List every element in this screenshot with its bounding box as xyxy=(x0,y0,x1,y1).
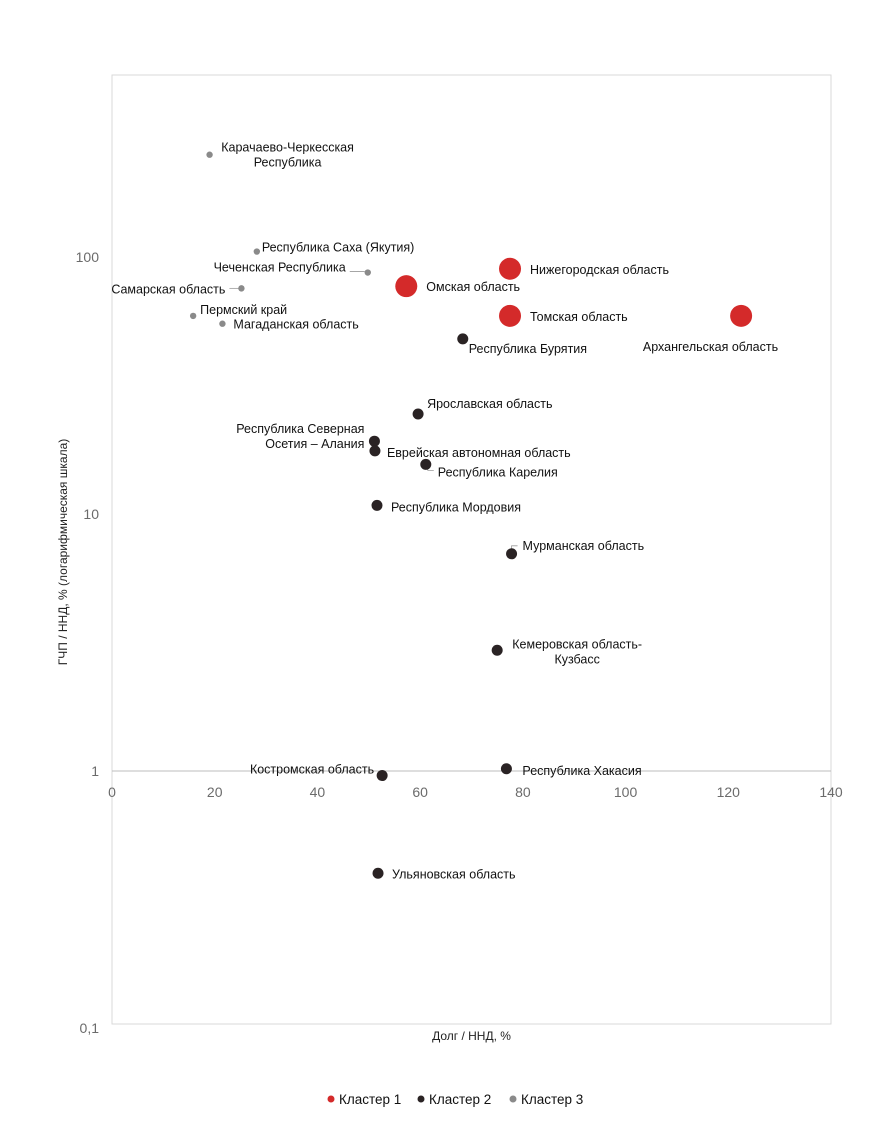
point-label: Пермский край xyxy=(200,303,287,317)
data-point xyxy=(499,257,522,280)
data-point xyxy=(506,548,518,560)
y-tick-labels: 0,1 1 10 100 xyxy=(76,249,100,1036)
data-point xyxy=(457,333,469,345)
legend-item: Кластер 2 xyxy=(417,1092,491,1107)
data-points xyxy=(189,151,753,879)
legend-item: Кластер 3 xyxy=(509,1092,583,1107)
x-tick-label: 40 xyxy=(310,784,326,800)
point-label: Мурманская область xyxy=(523,539,645,553)
x-tick-label: 0 xyxy=(108,784,116,800)
plot-frame xyxy=(111,74,832,1025)
x-tick-labels: 0 20 40 60 80 100 120 140 xyxy=(108,784,843,800)
legend-marker xyxy=(509,1095,517,1103)
x-tick-label: 20 xyxy=(207,784,223,800)
data-point xyxy=(372,867,384,879)
point-label: Чеченская Республика xyxy=(214,261,346,275)
point-label: Самарская область xyxy=(111,282,225,296)
legend-label: Кластер 1 xyxy=(339,1092,401,1107)
data-point xyxy=(219,320,226,327)
point-label: Томская область xyxy=(530,310,628,324)
point-label: Карачаево-Черкесская Республика xyxy=(221,141,354,170)
legend: Кластер 1 Кластер 2 Кластер 3 xyxy=(327,1092,583,1107)
point-label: Магаданская область xyxy=(233,318,358,332)
data-point xyxy=(238,285,245,292)
data-point xyxy=(376,770,388,782)
data-point xyxy=(412,408,424,420)
legend-item: Кластер 1 xyxy=(327,1092,401,1107)
data-point xyxy=(189,312,197,320)
point-label: Еврейская автономная область xyxy=(387,446,571,460)
y-tick-label: 0,1 xyxy=(80,1020,100,1036)
point-label: Ярославская область xyxy=(427,397,552,411)
data-point xyxy=(369,445,381,457)
data-point xyxy=(368,435,380,447)
x-tick-label: 60 xyxy=(412,784,428,800)
data-point xyxy=(253,248,261,255)
x-tick-label: 120 xyxy=(717,784,741,800)
data-point xyxy=(499,304,522,327)
y-tick-label: 100 xyxy=(76,249,100,265)
y-axis-title: ГЧП / ННД, % (логарифмическая шкала) xyxy=(56,439,70,665)
point-label: Республика Карелия xyxy=(438,465,558,479)
point-label: Кемеровская область-Кузбасс xyxy=(512,637,642,666)
point-label: Ульяновская область xyxy=(392,867,516,881)
legend-marker xyxy=(417,1095,425,1103)
data-point xyxy=(206,151,213,158)
data-point xyxy=(500,763,512,775)
point-label: Республика Саха (Якутия) xyxy=(262,241,415,255)
point-label: Республика Хакасия xyxy=(522,764,641,778)
y-tick-label: 10 xyxy=(83,506,99,522)
x-axis-title: Долг / ННД, % xyxy=(432,1029,511,1043)
data-point xyxy=(491,644,503,656)
point-label: Архангельская область xyxy=(643,340,778,354)
legend-marker xyxy=(327,1095,335,1103)
data-point xyxy=(420,458,432,470)
x-tick-label: 80 xyxy=(515,784,531,800)
point-label: Республика Северная Осетия – Алания xyxy=(236,422,364,451)
legend-label: Кластер 3 xyxy=(521,1092,583,1107)
data-point xyxy=(364,269,371,276)
x-tick-label: 140 xyxy=(819,784,843,800)
legend-label: Кластер 2 xyxy=(429,1092,491,1107)
data-point xyxy=(395,275,418,298)
data-point xyxy=(371,499,383,511)
point-label: Костромская область xyxy=(250,763,374,777)
point-labels: Нижегородская область Омская область Томск… xyxy=(111,141,778,882)
y-tick-label: 1 xyxy=(91,763,99,779)
point-label: Омская область xyxy=(426,280,520,294)
point-label: Республика Бурятия xyxy=(469,342,587,356)
point-label: Нижегородская область xyxy=(530,263,669,277)
point-label: Республика Мордовия xyxy=(391,500,521,514)
x-tick-label: 100 xyxy=(614,784,638,800)
data-point xyxy=(730,304,753,327)
